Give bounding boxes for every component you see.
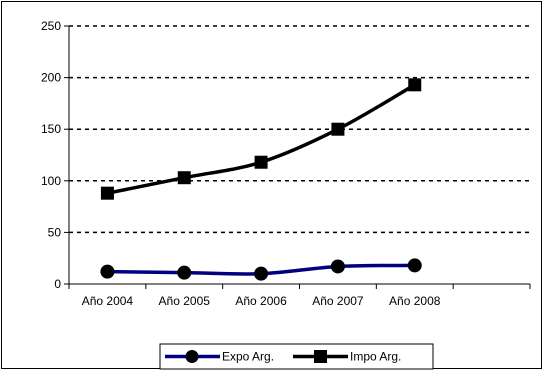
x-tick-label: Año 2007 [312, 294, 364, 308]
x-tick-label: Año 2006 [235, 294, 287, 308]
data-point [330, 259, 345, 274]
y-tick-label: 200 [41, 71, 61, 85]
legend-label: Expo Arg. [222, 350, 274, 364]
data-point [254, 155, 268, 169]
data-point [177, 171, 191, 185]
series-layer [100, 78, 422, 281]
y-tick-label: 0 [54, 277, 61, 291]
data-point [407, 258, 422, 273]
legend-swatch-marker [185, 350, 199, 363]
y-tick-label: 150 [41, 122, 61, 136]
data-point [254, 266, 269, 281]
legend-swatch-marker [314, 350, 327, 363]
tick-labels: 0 50 100 150 200 250 Año 2004 Año 2005 Año 2006 A… [41, 19, 441, 308]
y-tick-label: 100 [41, 174, 61, 188]
x-tick-label: Año 2008 [389, 294, 441, 308]
x-tick-label: Año 2005 [159, 294, 211, 308]
series-line-1 [107, 83, 416, 195]
gridlines [69, 25, 530, 234]
data-point [100, 264, 115, 279]
legend-label: Impo Arg. [350, 350, 401, 364]
data-point [177, 265, 192, 280]
data-point [408, 78, 422, 92]
data-point [100, 186, 114, 200]
axes [64, 25, 531, 289]
y-tick-label: 250 [41, 19, 61, 33]
data-point [331, 122, 345, 136]
legend: Expo Arg. Impo Arg. [159, 343, 434, 370]
x-tick-label: Año 2004 [82, 294, 134, 308]
y-tick-label: 50 [48, 225, 62, 239]
